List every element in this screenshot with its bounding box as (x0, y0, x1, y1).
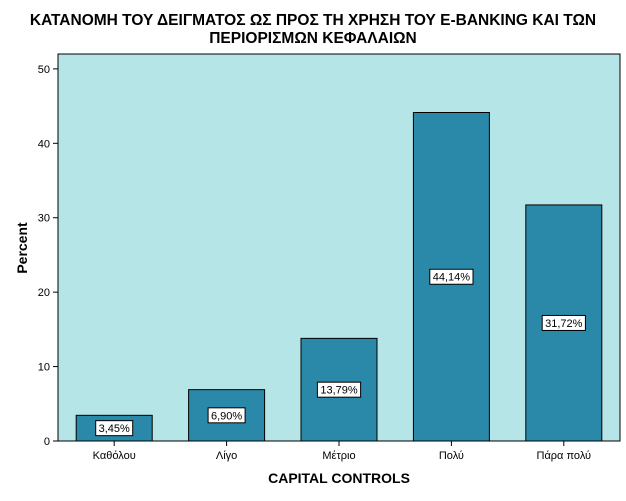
data-label: 3,45% (99, 423, 130, 435)
data-label-box (429, 268, 474, 285)
y-tick-label: 10 (38, 362, 50, 374)
bar (300, 337, 378, 442)
y-tick-label: 20 (38, 287, 50, 299)
x-axis-label: CAPITAL CONTROLS (268, 470, 410, 486)
x-tick-label: Μέτριο (322, 450, 355, 462)
data-label-box (207, 407, 246, 424)
y-axis-label: Percent (14, 222, 30, 274)
x-tick-label: Πάρα πολύ (537, 450, 592, 462)
data-label-box (95, 420, 134, 437)
y-tick-label: 50 (38, 64, 50, 76)
y-tick-label: 30 (38, 213, 50, 225)
x-tick-label: Καθόλου (93, 450, 136, 462)
data-label-box (316, 381, 362, 398)
chart-title-line-2: ΠΕΡΙΟΡΙΣΜΩΝ ΚΕΦΑΛΑΙΩΝ (209, 30, 417, 47)
y-tick-label: 0 (44, 436, 50, 448)
data-label: 44,14% (433, 272, 471, 284)
x-tick-label: Λίγο (216, 450, 237, 462)
y-tick-label: 40 (38, 138, 50, 150)
x-tick-label: Πολύ (439, 450, 464, 462)
data-label: 6,90% (211, 410, 242, 422)
data-label: 13,79% (320, 385, 358, 397)
chart-title: ΚΑΤΑΝΟΜΗ ΤΟΥ ΔΕΙΓΜΑΤΟΣ ΩΣ ΠΡΟΣ ΤΗ ΧΡΗΣΗ … (0, 12, 626, 48)
chart-title-line-1: ΚΑΤΑΝΟΜΗ ΤΟΥ ΔΕΙΓΜΑΤΟΣ ΩΣ ΠΡΟΣ ΤΗ ΧΡΗΣΗ … (29, 12, 597, 29)
data-label: 31,72% (545, 318, 583, 330)
data-label-box (541, 314, 586, 331)
